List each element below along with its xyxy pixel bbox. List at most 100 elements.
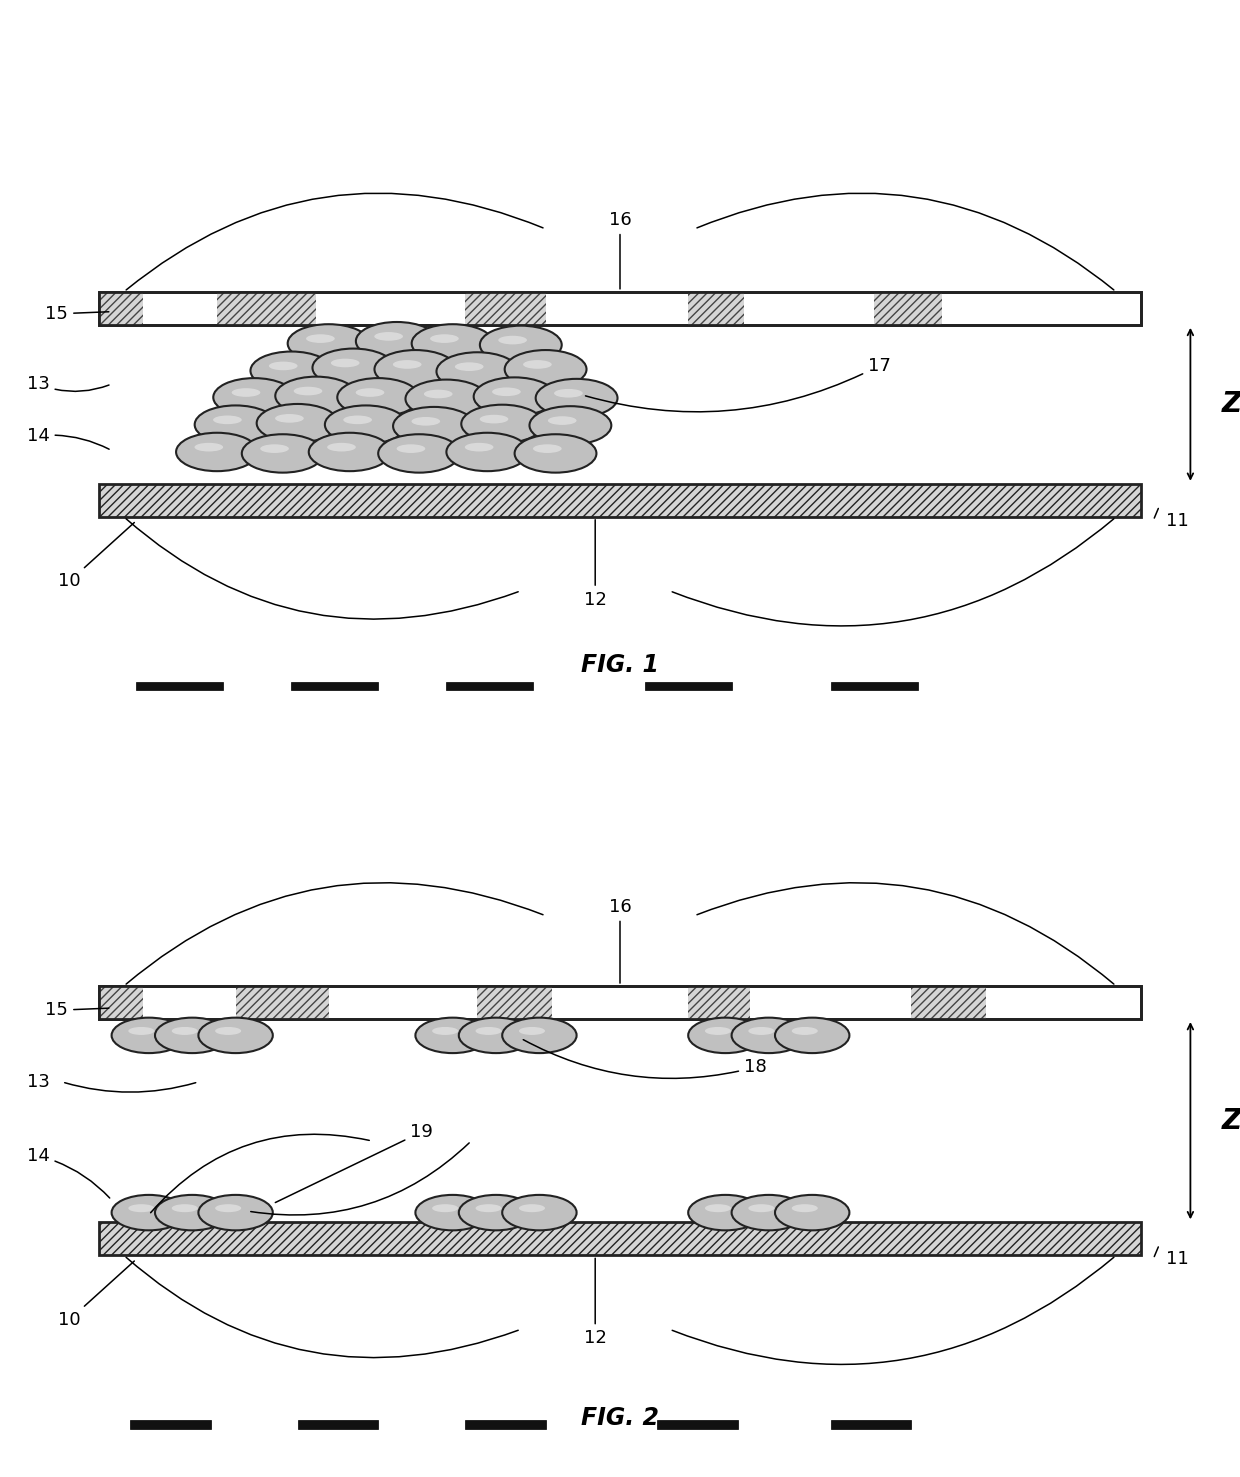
Text: 10: 10 [58, 523, 134, 591]
Ellipse shape [436, 353, 518, 391]
Ellipse shape [412, 417, 440, 425]
Text: Z: Z [1221, 390, 1240, 418]
Ellipse shape [260, 445, 289, 453]
Ellipse shape [432, 1204, 458, 1213]
Text: 10: 10 [58, 1261, 134, 1329]
Ellipse shape [216, 1027, 242, 1035]
Ellipse shape [250, 352, 332, 390]
Ellipse shape [275, 377, 357, 415]
Bar [99, 292, 143, 325]
Ellipse shape [523, 360, 552, 369]
Ellipse shape [520, 1204, 546, 1213]
Text: 13: 13 [27, 1072, 50, 1092]
Ellipse shape [128, 1204, 154, 1213]
Text: 15: 15 [46, 1001, 109, 1019]
Ellipse shape [171, 1204, 198, 1213]
Ellipse shape [474, 377, 556, 417]
Ellipse shape [749, 1204, 774, 1213]
Ellipse shape [327, 443, 356, 452]
Ellipse shape [498, 335, 527, 344]
Ellipse shape [424, 390, 453, 399]
Ellipse shape [275, 414, 304, 422]
Ellipse shape [393, 408, 475, 446]
Ellipse shape [337, 378, 419, 417]
Ellipse shape [704, 1204, 730, 1213]
Ellipse shape [459, 1195, 533, 1230]
Bar [446, 682, 533, 691]
Ellipse shape [704, 1027, 730, 1035]
Ellipse shape [176, 433, 258, 471]
Bar [99, 987, 143, 1019]
Bar [99, 292, 1141, 325]
Text: 12: 12 [584, 1258, 606, 1347]
Bar [911, 987, 986, 1019]
Bar [99, 987, 1141, 1019]
Ellipse shape [213, 415, 242, 424]
Ellipse shape [242, 434, 324, 473]
Ellipse shape [775, 1018, 849, 1053]
Bar [874, 292, 942, 325]
Bar [465, 292, 546, 325]
Ellipse shape [529, 406, 611, 445]
Ellipse shape [505, 350, 587, 388]
Ellipse shape [688, 1195, 763, 1230]
Text: 13: 13 [27, 375, 109, 393]
Bar [645, 682, 732, 691]
Bar [236, 987, 329, 1019]
Ellipse shape [269, 362, 298, 371]
Ellipse shape [430, 334, 459, 343]
Ellipse shape [309, 433, 391, 471]
Bar [688, 987, 750, 1019]
Ellipse shape [155, 1195, 229, 1230]
Ellipse shape [520, 1027, 546, 1035]
Bar [657, 1421, 738, 1430]
Ellipse shape [732, 1018, 806, 1053]
Ellipse shape [257, 403, 339, 443]
Ellipse shape [455, 362, 484, 371]
Ellipse shape [515, 434, 596, 473]
Bar [831, 682, 918, 691]
Text: 19: 19 [275, 1123, 433, 1202]
Ellipse shape [749, 1027, 774, 1035]
Ellipse shape [213, 378, 295, 417]
Ellipse shape [393, 360, 422, 369]
Ellipse shape [446, 433, 528, 471]
Text: 14: 14 [27, 427, 109, 449]
Ellipse shape [374, 332, 403, 341]
Text: 12: 12 [584, 520, 606, 609]
Ellipse shape [465, 443, 494, 452]
Text: Z: Z [1221, 1106, 1240, 1134]
Ellipse shape [459, 1018, 533, 1053]
Bar [688, 292, 744, 325]
Ellipse shape [554, 388, 583, 397]
Ellipse shape [502, 1018, 577, 1053]
Ellipse shape [397, 445, 425, 453]
Ellipse shape [356, 388, 384, 397]
Ellipse shape [476, 1204, 501, 1213]
Ellipse shape [198, 1018, 273, 1053]
Text: FIG. 2: FIG. 2 [582, 1406, 658, 1430]
Ellipse shape [216, 1204, 242, 1213]
Ellipse shape [288, 323, 370, 363]
Text: 15: 15 [46, 304, 109, 323]
Bar [99, 292, 1141, 325]
Text: 16: 16 [609, 898, 631, 984]
Ellipse shape [155, 1018, 229, 1053]
Ellipse shape [432, 1027, 458, 1035]
Ellipse shape [128, 1027, 154, 1035]
Ellipse shape [198, 1195, 273, 1230]
Bar [477, 987, 552, 1019]
Ellipse shape [476, 1027, 501, 1035]
Ellipse shape [536, 380, 618, 418]
Bar [465, 1421, 546, 1430]
Ellipse shape [356, 322, 438, 360]
Ellipse shape [195, 443, 223, 452]
Bar [136, 682, 223, 691]
Bar [217, 292, 316, 325]
Ellipse shape [171, 1027, 198, 1035]
Ellipse shape [112, 1195, 186, 1230]
Ellipse shape [306, 334, 335, 343]
Ellipse shape [461, 405, 543, 443]
Text: 18: 18 [523, 1040, 766, 1078]
Ellipse shape [415, 1195, 490, 1230]
